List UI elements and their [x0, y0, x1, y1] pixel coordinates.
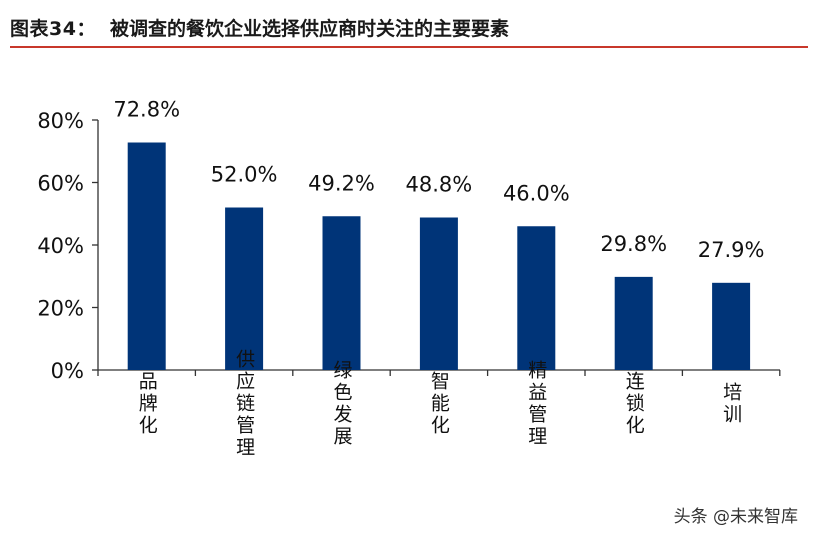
bar-value-label: 48.8% [406, 173, 473, 197]
figure-title: 被调查的餐饮企业选择供应商时关注的主要要素 [109, 18, 509, 40]
bar-value-label: 46.0% [503, 181, 570, 205]
bar [225, 207, 264, 370]
y-tick-label: 80% [37, 109, 84, 133]
category-label: 培训 [720, 382, 742, 426]
y-tick-label: 60% [37, 172, 84, 196]
category-label: 绿色发展 [331, 360, 353, 448]
bar [127, 142, 166, 370]
bar-value-label: 49.2% [308, 171, 375, 195]
bar [712, 282, 751, 370]
figure-header: 图表34： 被调查的餐饮企业选择供应商时关注的主要要素 [10, 10, 808, 48]
y-tick-label: 20% [37, 297, 84, 321]
bar [322, 216, 361, 370]
bar-value-label: 52.0% [211, 163, 278, 187]
figure-heading: 图表34： 被调查的餐饮企业选择供应商时关注的主要要素 [10, 14, 509, 41]
watermark: 头条 @未来智库 [673, 507, 798, 527]
category-label: 精益管理 [525, 360, 547, 448]
category-label: 智能化 [428, 371, 450, 437]
y-tick-label: 0% [51, 359, 84, 383]
bar [419, 217, 458, 370]
category-label: 品牌化 [136, 371, 158, 437]
bar-value-label: 72.8% [113, 98, 180, 122]
category-label: 供应链管理 [233, 349, 255, 459]
y-tick-label: 40% [37, 234, 84, 258]
category-label: 连锁化 [623, 371, 645, 437]
bar-value-label: 29.8% [600, 232, 667, 256]
bar [614, 276, 653, 370]
figure-label: 图表34： [10, 18, 96, 40]
bar [517, 226, 556, 370]
bar-value-label: 27.9% [698, 238, 765, 262]
